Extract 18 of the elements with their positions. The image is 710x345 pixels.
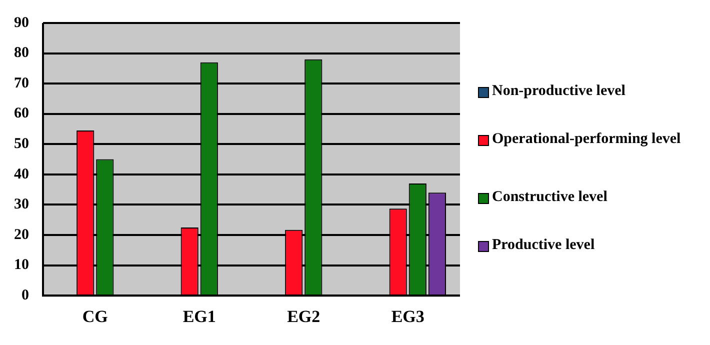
x-tick-label: CG [82, 307, 108, 326]
legend-label: Productive level [492, 236, 595, 255]
y-tick-label: 50 [14, 136, 29, 152]
y-tick-label: 0 [22, 287, 29, 304]
y-tick-label: 10 [14, 257, 29, 274]
y-tick-label: 60 [14, 106, 29, 122]
x-tick-label: EG1 [182, 307, 216, 326]
x-tick-label: EG3 [391, 307, 424, 326]
y-tick-label: 40 [14, 166, 29, 182]
y-tick-label: 80 [14, 45, 29, 62]
y-tick-label: 70 [14, 75, 29, 92]
y-tick-label: 30 [14, 196, 29, 213]
y-tick-label: 20 [14, 226, 29, 243]
legend-label: Non-productive level [492, 82, 626, 101]
x-tick-label: EG2 [287, 307, 320, 326]
y-tick-label: 90 [14, 14, 29, 31]
legend-label: Constructive level [492, 188, 608, 207]
legend-label: Operational-performing level [492, 130, 681, 149]
